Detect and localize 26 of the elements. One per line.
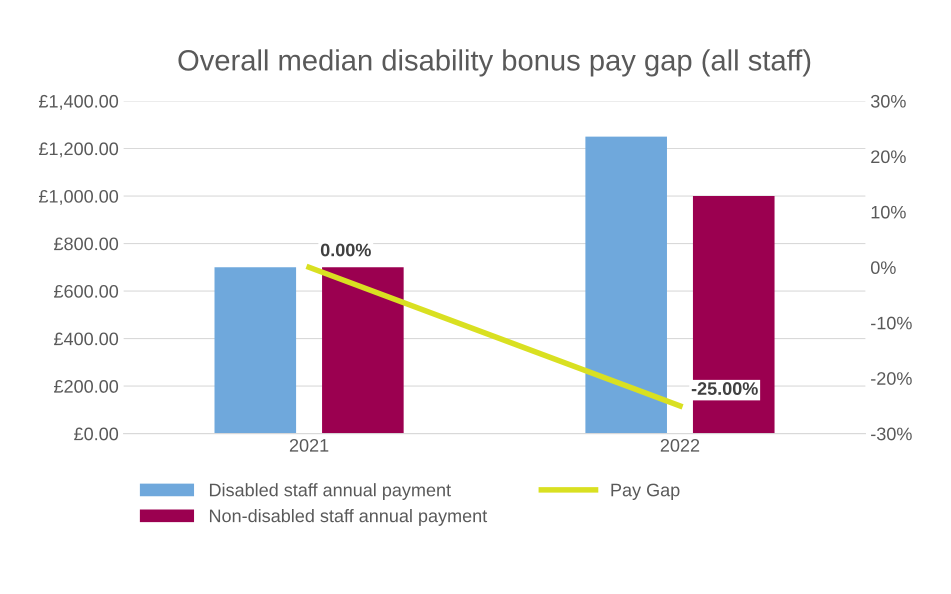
y-tick-label: £800.00 <box>54 237 118 250</box>
y-tick-label: £600.00 <box>54 284 118 298</box>
y2-tick-label: 0% <box>870 261 896 274</box>
y-tick-label: £1,000.00 <box>38 190 118 205</box>
x-tick-label: 2021 <box>290 438 328 452</box>
legend-label: Disabled staff annual payment <box>210 483 451 500</box>
x-tick-label: 2022 <box>660 438 700 452</box>
y2-tick-label: -10% <box>871 316 912 330</box>
y-tick-label: £1,200.00 <box>38 142 118 158</box>
data-label: -25.00% <box>692 382 758 395</box>
y-tick-label: £0.00 <box>74 428 118 440</box>
bar <box>585 136 667 434</box>
y2-tick-label: -20% <box>871 372 912 385</box>
bar <box>214 267 296 434</box>
y2-tick-label: 20% <box>871 150 906 164</box>
bar <box>322 267 404 434</box>
y2-tick-label: 10% <box>872 206 906 219</box>
y-tick-label: £200.00 <box>54 380 118 393</box>
y2-tick-label: -30% <box>871 428 912 440</box>
y2-tick-label: 30% <box>870 94 906 108</box>
chart-title: Overall median disability bonus pay gap (all staff) <box>178 49 810 76</box>
legend-label: Non-disabled staff annual payment <box>210 508 488 526</box>
data-label: 0.00% <box>320 244 371 256</box>
y-tick-label: £400.00 <box>54 332 118 346</box>
y-tick-label: £1,400.00 <box>38 94 118 110</box>
legend-label: Pay Gap <box>611 484 680 500</box>
